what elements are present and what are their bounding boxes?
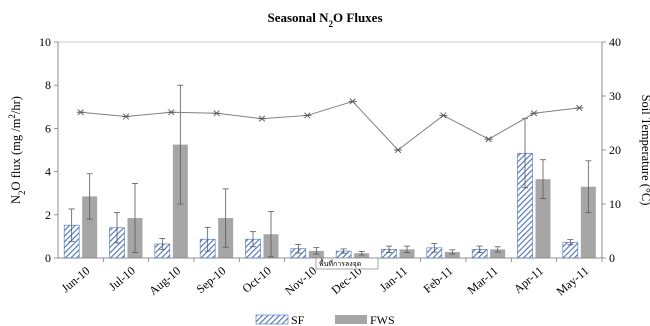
- soil-temperature-point: [303, 112, 312, 119]
- x-tick-label: Jan-11: [377, 264, 410, 295]
- asterisk-stroke: [258, 115, 266, 122]
- asterisk-stroke: [394, 146, 402, 154]
- x-tick-label: Aug-10: [146, 264, 183, 298]
- bar-fws: [490, 249, 506, 258]
- chart-title: Seasonal N2O Fluxes: [267, 10, 382, 29]
- title-part-2: O Fluxes: [333, 10, 382, 25]
- soil-temperature-line: [80, 100, 580, 151]
- x-tick-label: Nov-10: [282, 264, 319, 298]
- right-tick-label: 40: [609, 35, 621, 49]
- left-tick-label: 8: [45, 78, 51, 92]
- plot-area-tooltip: พื้นที่การลงจุด: [315, 257, 379, 270]
- x-tick-label: Apr-11: [511, 264, 546, 297]
- tooltip-text: พื้นที่การลงจุด: [319, 257, 361, 268]
- soil-temperature-point: [575, 104, 584, 111]
- bar-fws: [580, 186, 596, 258]
- soil-temperature-point: [530, 110, 538, 117]
- soil-temperature-point: [439, 112, 448, 119]
- asterisk-stroke: [77, 109, 84, 116]
- bar-fws: [354, 253, 370, 258]
- soil-temperature-point: [167, 109, 176, 116]
- left-tick-label: 6: [45, 121, 51, 135]
- legend: SF FWS: [255, 313, 395, 326]
- legend-swatch-sf: [255, 314, 289, 325]
- legend-label-fws: FWS: [370, 313, 395, 326]
- right-y-axis: 0 10 20 30 40: [601, 35, 621, 265]
- soil-temperature-point: [258, 115, 266, 122]
- left-y-axis-label: N2O flux (mg /m2/hr): [7, 96, 27, 204]
- x-tick-label: May-11: [554, 264, 592, 299]
- right-y-axis-label: Soil Temperature (°C): [639, 95, 650, 206]
- x-tick-label: Mar-11: [465, 264, 501, 297]
- asterisk-stroke: [530, 110, 538, 117]
- soil-temperature-point: [484, 136, 493, 143]
- title-subscript: 2: [329, 19, 334, 29]
- x-tick-label: Jul-10: [106, 264, 138, 294]
- asterisk-stroke: [122, 113, 130, 120]
- asterisk-stroke: [213, 110, 220, 117]
- left-tick-label: 4: [45, 165, 51, 179]
- soil-temperature-point: [348, 98, 357, 105]
- bar-fws: [399, 249, 415, 258]
- right-tick-label: 0: [609, 251, 615, 265]
- soil-temperature-point: [394, 146, 402, 154]
- title-part-1: Seasonal N: [267, 10, 329, 25]
- x-tick-label: Jun-10: [59, 264, 93, 296]
- asterisk-stroke: [349, 98, 356, 105]
- tooltip-box: [315, 257, 379, 270]
- asterisk-stroke: [304, 112, 311, 119]
- left-tick-label: 0: [45, 251, 51, 265]
- left-y-axis: 0 2 4 6 8 10: [39, 35, 59, 265]
- right-tick-label: 20: [609, 143, 621, 157]
- x-tick-label: Oct-10: [239, 264, 274, 296]
- asterisk-stroke: [440, 112, 447, 119]
- right-tick-label: 30: [609, 89, 621, 103]
- right-tick-label: 10: [609, 197, 621, 211]
- bar-fws: [535, 179, 551, 258]
- asterisk-stroke: [485, 136, 492, 143]
- left-tick-label: 10: [39, 35, 51, 49]
- asterisk-stroke: [168, 109, 175, 116]
- bar-fws: [444, 251, 460, 258]
- asterisk-stroke: [576, 104, 583, 111]
- soil-temperature-point: [212, 110, 221, 117]
- plot-area: [57, 41, 603, 259]
- x-tick-label: Sep-10: [194, 264, 229, 297]
- legend-swatch-fws: [335, 315, 367, 324]
- bar-fws: [82, 196, 98, 258]
- legend-label-sf: SF: [291, 313, 305, 326]
- soil-temperature-point: [122, 113, 130, 120]
- soil-temperature-point: [76, 109, 85, 116]
- x-tick-label: Feb-11: [421, 264, 456, 296]
- left-tick-label: 2: [45, 208, 51, 222]
